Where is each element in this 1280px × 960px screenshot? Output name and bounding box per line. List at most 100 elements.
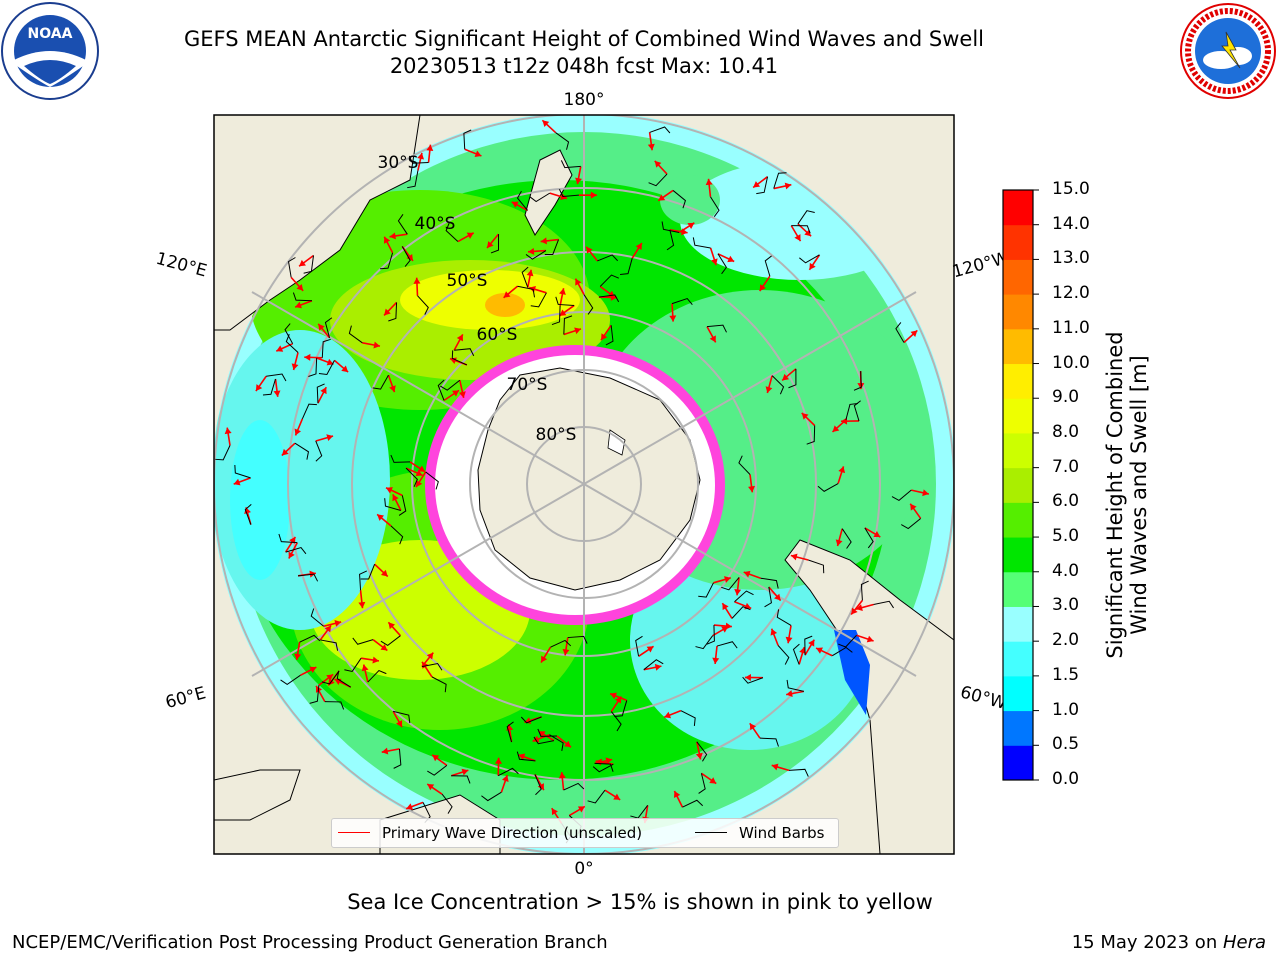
wave-arrow-head [502, 775, 509, 782]
wave-arrow-head [326, 434, 334, 442]
sea-ice-note: Sea Ice Concentration > 15% is shown in … [347, 890, 933, 914]
wave-arrow-head [358, 601, 366, 609]
wind-barb [437, 379, 445, 401]
colorbar-segment [1003, 398, 1033, 434]
wave-arrow-head [721, 626, 729, 633]
wave-arrow-head [770, 628, 778, 636]
wave-arrow-head [452, 390, 460, 397]
wave-arrow-head [418, 465, 426, 472]
wind-barb [397, 214, 408, 235]
wave-arrow-head [542, 120, 550, 127]
colorbar-segment [1003, 328, 1033, 365]
colorbar-segment [1003, 259, 1033, 295]
wind-barb [808, 559, 825, 574]
wind-barb [309, 685, 320, 704]
wind-barb [303, 255, 315, 274]
map-frame [213, 114, 955, 855]
wind-barb [792, 643, 800, 665]
wave-arrow-head [503, 291, 511, 298]
wind-barb [563, 782, 585, 791]
wind-barb [266, 373, 287, 382]
footer-date-text: 15 May 2023 on [1071, 932, 1223, 953]
wave-arrow-head [774, 593, 781, 601]
wave-arrow-head [233, 478, 241, 486]
wind-barb [544, 239, 560, 256]
wind-barb [832, 646, 853, 657]
footer-branch: NCEP/EMC/Verification Post Processing Pr… [12, 932, 608, 953]
wind-barb [773, 172, 787, 189]
wind-barb [537, 728, 557, 737]
wave-arrow-head [304, 353, 311, 361]
colorbar-tick-label: 13.0 [1052, 248, 1090, 269]
wave-arrow-head [526, 269, 534, 277]
wind-barb [441, 793, 453, 814]
wind-barb [292, 292, 313, 302]
map-title: GEFS MEAN Antarctic Significant Height o… [183, 27, 985, 51]
wind-barb [324, 701, 345, 710]
wave-arrow-head [294, 428, 302, 436]
wave-arrow-head [669, 315, 677, 322]
wind-barb [320, 639, 339, 651]
wind-barb [643, 659, 664, 671]
colorbar-tick-label: 4.0 [1052, 560, 1080, 581]
wave-arrow-head [575, 177, 582, 185]
wave-arrow-head [518, 753, 526, 761]
map-legend: Primary Wave Direction (unscaled) Wind B… [331, 818, 839, 848]
wind-barb [534, 774, 542, 796]
wave-arrow-head [388, 622, 396, 630]
colorbar-tick-label: 1.0 [1052, 699, 1080, 720]
wave-arrow-head [417, 152, 425, 160]
wind-barb [408, 155, 429, 164]
wind-barb [393, 748, 402, 769]
wind-barb [451, 775, 471, 784]
wind-barb [610, 711, 622, 732]
wave-arrow-head [377, 514, 384, 521]
wave-arrow-head [224, 427, 232, 435]
wind-barb [648, 173, 668, 187]
wave-arrow-head [458, 391, 466, 398]
wind-barb [563, 315, 573, 335]
wave-arrow-head [456, 334, 463, 342]
wind-barb [804, 635, 813, 656]
wind-barb [680, 710, 696, 726]
wind-barb [614, 700, 628, 717]
wave-arrow-head [709, 335, 716, 343]
colorbar [1002, 189, 1039, 781]
wave-arrow-head [551, 808, 558, 816]
wave-arrow-head [288, 551, 295, 559]
wind-barb [284, 323, 294, 344]
wind-barb [583, 294, 594, 315]
wind-barb [738, 455, 751, 475]
wind-barb [525, 250, 547, 260]
wind-barb [598, 294, 620, 303]
footer-date: 15 May 2023 on Hera [1072, 932, 1266, 953]
colorbar-tick-label: 12.0 [1052, 283, 1090, 304]
wave-arrow-head [334, 619, 342, 627]
wave-arrow-head [538, 731, 546, 738]
wind-barb [567, 635, 588, 644]
wave-arrow-head [381, 747, 389, 755]
wave-arrow-head [372, 656, 379, 664]
colorbar-segment [1003, 432, 1033, 469]
lon-label-0: 0° [574, 859, 593, 879]
wind-barb [853, 371, 862, 391]
colorbar-title-line2: Wind Waves and Swell [m] [1127, 355, 1151, 635]
wind-barb [551, 305, 561, 326]
wind-barb [799, 254, 820, 264]
wave-arrow-head [753, 181, 761, 188]
wave-arrow-head [380, 644, 388, 651]
wave-arrow-head [540, 237, 547, 245]
lat-label-50s: 50°S [447, 271, 488, 291]
wind-barb [294, 442, 310, 460]
colorbar-segment [1003, 537, 1033, 573]
wave-arrow-head [712, 657, 720, 664]
wave-arrow-head [562, 648, 570, 656]
lat-label-80s: 80°S [536, 425, 577, 445]
wave-arrow-head [765, 386, 773, 394]
wave-arrow-head [537, 783, 544, 791]
colorbar-tick-label: 3.0 [1052, 595, 1080, 616]
wave-arrow-head [610, 692, 617, 700]
wind-barb [555, 296, 575, 306]
wave-arrow-head [654, 160, 662, 168]
wind-barb [321, 670, 340, 685]
